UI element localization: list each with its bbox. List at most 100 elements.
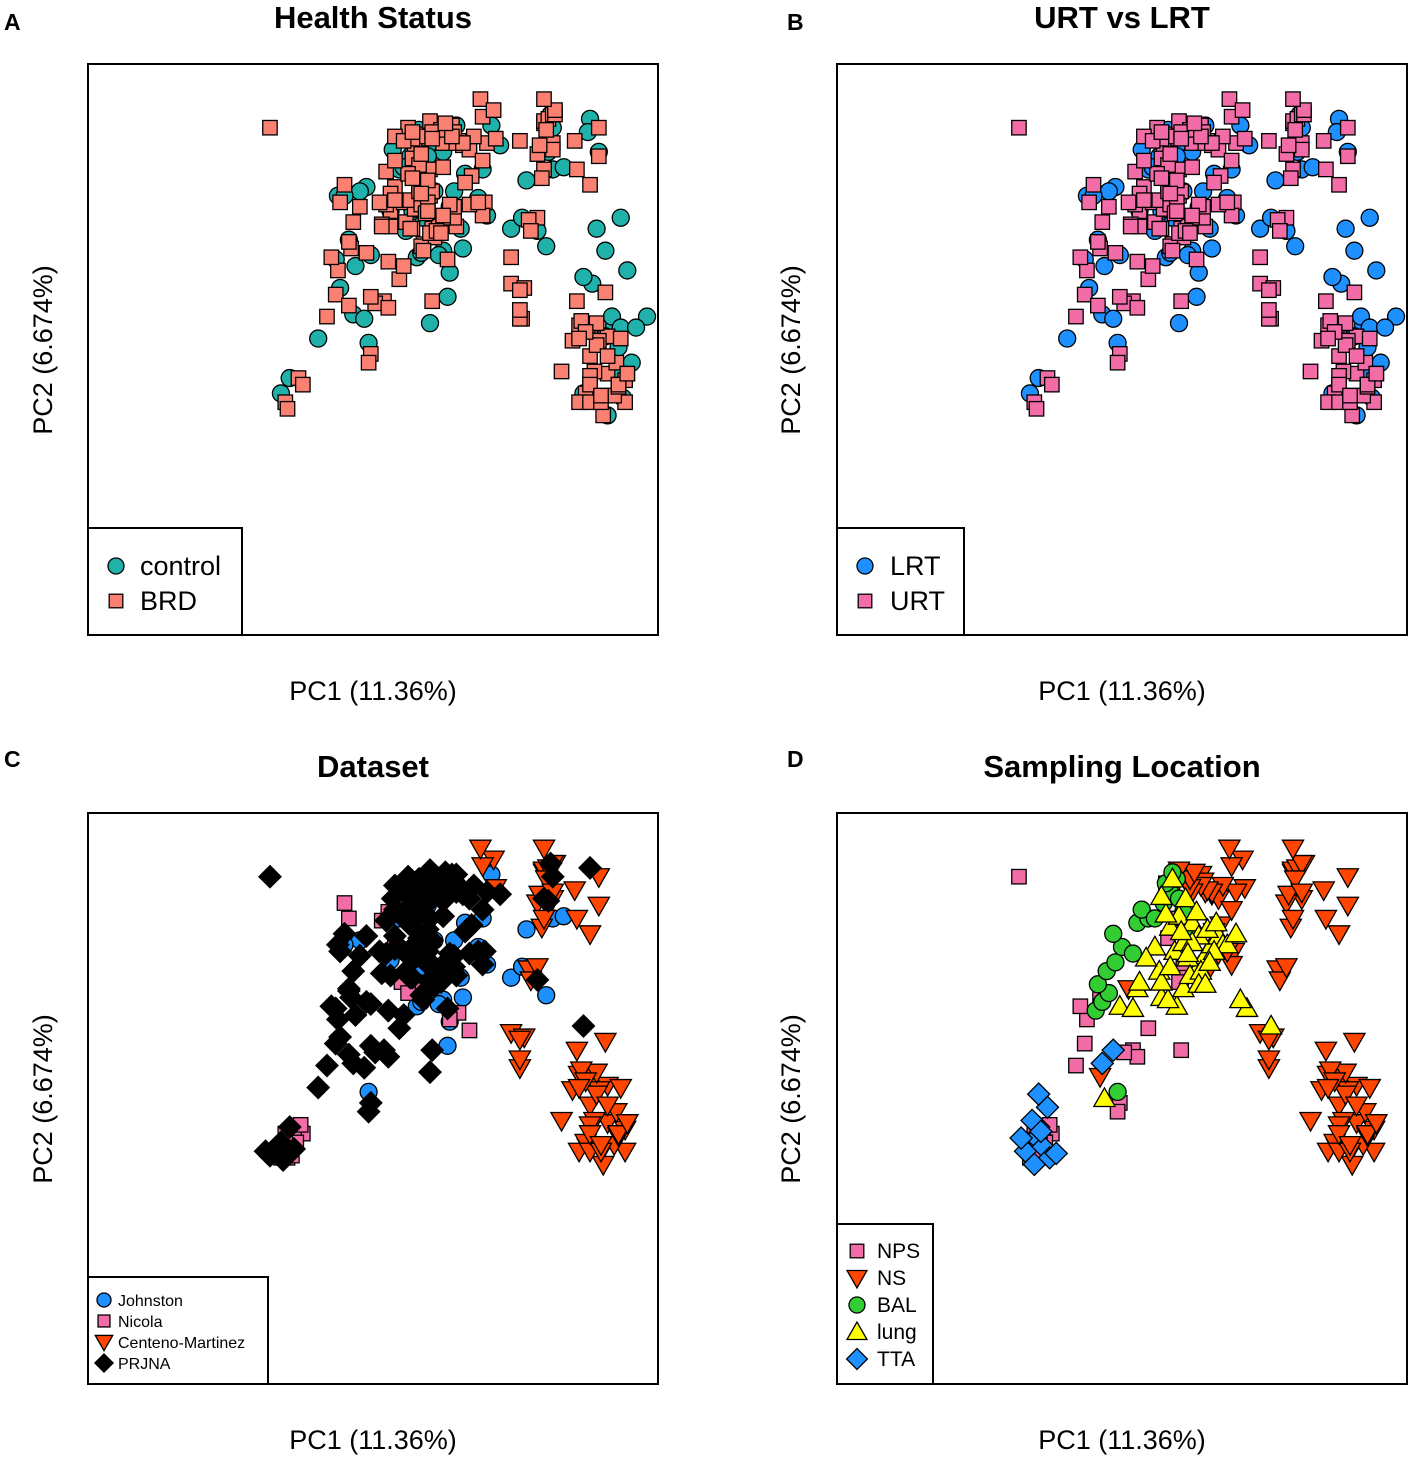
point-ns-38 xyxy=(1314,1041,1338,1063)
point-ns-40 xyxy=(1311,881,1336,902)
point-lrt-79 xyxy=(1187,287,1206,306)
point-brd-188 xyxy=(571,330,587,347)
point-brd-136 xyxy=(358,244,375,261)
point-urt-174 xyxy=(1136,152,1152,169)
panel-a-marks xyxy=(262,91,657,425)
point-brd-182 xyxy=(404,124,421,140)
point-lrt-34 xyxy=(1099,182,1118,201)
point-prjna-127 xyxy=(380,886,405,911)
point-lrt-37 xyxy=(1250,219,1270,238)
point-brd-179 xyxy=(522,223,539,239)
point-urt-146 xyxy=(1193,128,1209,145)
point-urt-105 xyxy=(1285,91,1301,108)
point-prjna-124 xyxy=(358,992,383,1017)
point-urt-99 xyxy=(1293,141,1310,158)
point-centeno-martinez-9 xyxy=(613,1142,637,1164)
point-centeno-martinez-41 xyxy=(587,896,611,918)
point-ns-28 xyxy=(1327,1125,1351,1146)
point-lung-43 xyxy=(1197,950,1222,971)
point-urt-166 xyxy=(1168,203,1185,220)
point-control-20 xyxy=(596,241,615,260)
point-johnston-30 xyxy=(537,986,556,1005)
panel-label-c: C xyxy=(4,746,21,772)
point-brd-116 xyxy=(590,119,607,136)
point-brd-184 xyxy=(593,387,609,404)
point-prjna-97 xyxy=(409,930,434,955)
point-ns-32 xyxy=(1338,1136,1362,1157)
point-centeno-martinez-64 xyxy=(532,839,556,861)
point-control-42 xyxy=(618,261,637,280)
point-ns-37 xyxy=(1298,1111,1323,1133)
point-brd-172 xyxy=(336,176,353,193)
point-urt-58 xyxy=(1188,251,1205,268)
point-brd-131 xyxy=(435,159,452,176)
point-brd-104 xyxy=(373,218,390,235)
point-ns-62 xyxy=(1314,909,1338,931)
point-lrt-42 xyxy=(1367,261,1386,280)
point-urt-153 xyxy=(1168,172,1185,189)
point-nicola-22 xyxy=(461,1022,478,1039)
panel-a-xlabel: PC1 (11.36%) xyxy=(289,676,457,706)
point-prjna-107 xyxy=(367,939,392,964)
point-prjna-108 xyxy=(277,1115,302,1140)
point-urt-168 xyxy=(1162,185,1179,202)
panel-d-xlabel: PC1 (11.36%) xyxy=(1038,1425,1206,1455)
panel-label-b: B xyxy=(787,9,804,35)
point-prjna-88 xyxy=(347,943,372,968)
point-brd-4 xyxy=(424,293,441,310)
point-urt-103 xyxy=(1094,214,1111,230)
point-lung-44 xyxy=(1259,1014,1283,1035)
legend-symbol-brd xyxy=(108,593,124,609)
point-brd-168 xyxy=(413,185,430,202)
point-prjna-12 xyxy=(356,1099,381,1124)
point-bal-0 xyxy=(1108,1082,1127,1102)
point-lung-25 xyxy=(1204,910,1229,932)
point-control-50 xyxy=(355,309,374,328)
point-lrt-63 xyxy=(1095,256,1114,276)
point-urt-85 xyxy=(1219,194,1236,211)
point-lung-39 xyxy=(1158,954,1182,976)
legend-symbol-lrt xyxy=(856,557,874,575)
point-urt-95 xyxy=(1339,148,1356,165)
point-lung-34 xyxy=(1173,886,1198,908)
panel-b-xlabel: PC1 (11.36%) xyxy=(1038,676,1206,706)
point-urt-182 xyxy=(1153,124,1170,140)
point-prjna-141 xyxy=(418,1060,442,1085)
point-brd-1 xyxy=(330,262,346,279)
point-ns-48 xyxy=(1290,854,1314,876)
point-brd-159 xyxy=(413,146,430,162)
point-lrt-51 xyxy=(1058,329,1077,348)
point-urt-111 xyxy=(1280,137,1297,154)
point-brd-167 xyxy=(512,282,528,299)
point-lrt-67 xyxy=(1323,267,1342,287)
point-brd-105 xyxy=(536,91,552,108)
point-brd-174 xyxy=(387,152,403,169)
point-urt-19 xyxy=(1221,91,1238,108)
point-centeno-martinez-68 xyxy=(468,839,493,861)
point-urt-73 xyxy=(1081,194,1097,211)
point-centeno-martinez-25 xyxy=(606,1125,631,1146)
panel-d-title: Sampling Location xyxy=(983,749,1260,784)
point-centeno-martinez-62 xyxy=(565,909,589,931)
point-brd-147 xyxy=(503,249,519,266)
point-nps-26 xyxy=(1011,868,1027,885)
point-control-36 xyxy=(517,171,536,190)
point-nps-13 xyxy=(1109,1103,1126,1120)
point-urt-4 xyxy=(1173,293,1190,310)
point-brd-60 xyxy=(323,249,340,266)
point-urt-177 xyxy=(1136,192,1152,209)
legend-entry-centeno-martinez: Centeno-Martinez xyxy=(118,1335,245,1352)
point-nps-20 xyxy=(1140,1020,1157,1037)
point-urt-32 xyxy=(1140,271,1157,288)
point-centeno-martinez-15 xyxy=(608,1078,633,1100)
point-brd-101 xyxy=(599,348,616,364)
legend-symbol-lung xyxy=(845,1320,869,1341)
legend-entry-control: control xyxy=(140,551,221,581)
point-prjna-93 xyxy=(428,970,453,995)
point-brd-91 xyxy=(341,234,357,250)
panel-d-plot-box xyxy=(836,812,1408,1385)
point-ns-13 xyxy=(1333,1085,1358,1107)
point-brd-173 xyxy=(341,297,357,314)
point-tta-10 xyxy=(1022,1152,1047,1177)
point-nps-17 xyxy=(1072,998,1089,1015)
